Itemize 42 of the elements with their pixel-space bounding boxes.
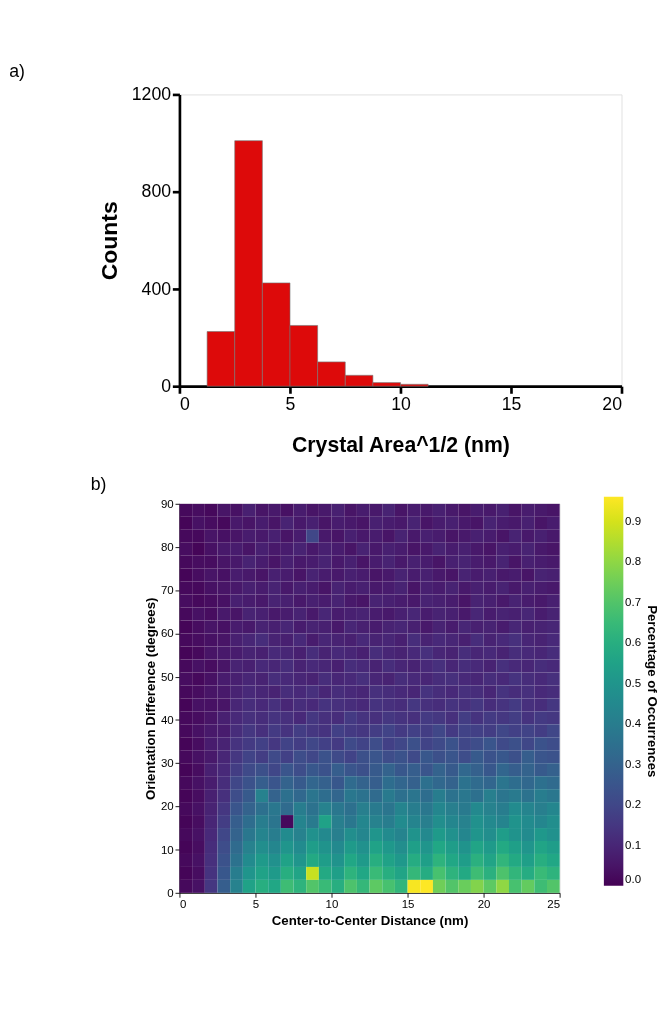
x-tick-label: 0 <box>179 898 187 911</box>
x-tick-label: 10 <box>325 898 339 911</box>
y-axis-title: Counts <box>95 201 122 281</box>
x-tick-label: 0 <box>179 393 190 414</box>
color-bar-label: 0.0 <box>625 873 642 886</box>
y-tick-label: 0 <box>167 886 174 899</box>
x-tick-label: 15 <box>501 393 522 414</box>
x-axis-title: Crystal Area^1/2 (nm) <box>292 433 510 458</box>
x-tick-label: 5 <box>285 393 296 414</box>
y-tick-label: 80 <box>160 541 174 554</box>
y-tick-label: 1200 <box>131 84 172 105</box>
color-bar-label: 0.2 <box>625 798 642 811</box>
y-tick-label: 800 <box>141 181 172 202</box>
color-bar-label: 0.1 <box>625 838 642 851</box>
y-tick-label: 20 <box>160 800 174 813</box>
text: a) <box>9 60 26 81</box>
y-axis-title: Orientation Difference (degrees) <box>142 597 158 801</box>
color-bar-title: Percentage of Occurrences <box>645 605 661 778</box>
y-tick-label: 30 <box>160 757 174 770</box>
color-bar-label: 0.4 <box>625 717 642 730</box>
y-tick-label: 0 <box>161 376 172 396</box>
y-tick-label: 50 <box>160 670 174 683</box>
x-tick-label: 25 <box>547 898 561 911</box>
y-tick-label: 400 <box>141 278 172 299</box>
y-tick-label: 10 <box>160 843 174 856</box>
x-axis-title: Center-to-Center Distance (nm) <box>271 913 469 929</box>
x-tick-label: 15 <box>401 898 415 911</box>
color-bar-label: 0.8 <box>625 555 642 568</box>
color-bar-label: 0.9 <box>625 514 642 527</box>
color-bar-label: 0.3 <box>625 757 642 770</box>
x-tick-label: 10 <box>391 393 411 414</box>
y-tick-label: 70 <box>160 584 174 597</box>
color-bar-label: 0.7 <box>625 595 642 608</box>
y-tick-label: 40 <box>160 713 174 726</box>
color-bar-label: 0.5 <box>625 676 642 689</box>
y-tick-label: 60 <box>160 627 174 640</box>
x-tick-label: 20 <box>477 898 491 911</box>
color-bar-label: 0.6 <box>625 636 642 649</box>
y-tick-label: 90 <box>160 497 174 510</box>
x-tick-label: 5 <box>252 898 260 911</box>
chart-title: b) <box>90 473 107 494</box>
x-tick-label: 20 <box>602 393 623 414</box>
